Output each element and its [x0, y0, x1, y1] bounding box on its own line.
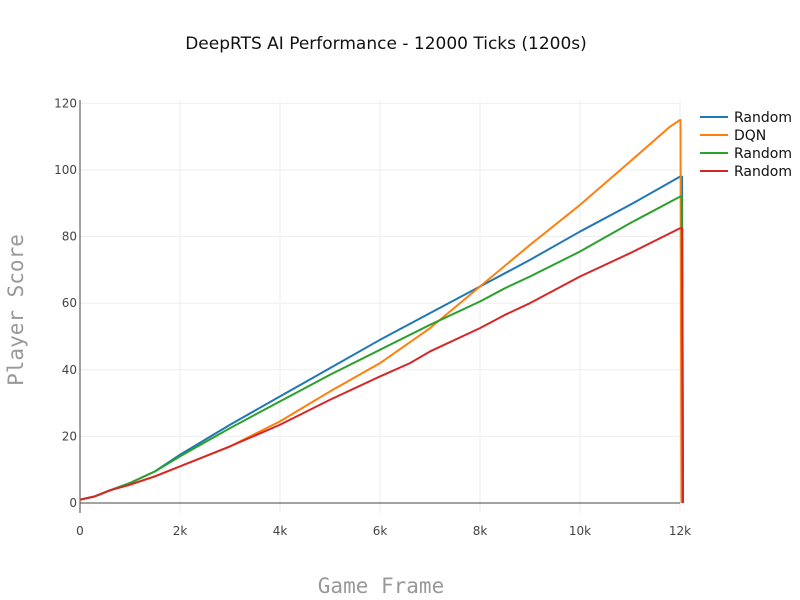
- axes-layer: [79, 100, 680, 513]
- grid-layer: [80, 100, 681, 513]
- y-tick-label: 100: [54, 163, 77, 177]
- x-axis-title: Game Frame: [318, 574, 444, 598]
- x-tick-label: 12k: [669, 524, 691, 538]
- legend-label: Random: [734, 164, 792, 180]
- y-tick-label: 120: [54, 96, 77, 110]
- y-axis-title: Player Score: [4, 234, 28, 386]
- y-axis-ticks: 0 20 40 60 80 100 120: [54, 96, 77, 510]
- x-tick-label: 0: [76, 524, 84, 538]
- x-tick-label: 10k: [569, 524, 591, 538]
- chart-title: DeepRTS AI Performance - 12000 Ticks (12…: [185, 34, 587, 54]
- x-tick-label: 8k: [473, 524, 488, 538]
- y-tick-label: 60: [62, 296, 77, 310]
- y-tick-label: 80: [62, 230, 77, 244]
- legend-item-4[interactable]: Random: [700, 164, 792, 180]
- series-line-4: [79, 227, 684, 504]
- x-tick-label: 6k: [373, 524, 388, 538]
- legend-item-1[interactable]: Random: [700, 110, 792, 126]
- y-tick-label: 0: [69, 496, 77, 510]
- legend[interactable]: Random DQN Random Random: [700, 110, 792, 180]
- x-tick-label: 4k: [273, 524, 288, 538]
- series-line-3: [79, 195, 684, 504]
- series-line-1: [79, 175, 684, 504]
- series-layer: [79, 118, 684, 504]
- y-tick-label: 20: [62, 429, 77, 443]
- y-tick-label: 40: [62, 363, 77, 377]
- legend-item-2[interactable]: DQN: [700, 128, 766, 144]
- legend-item-3[interactable]: Random: [700, 146, 792, 162]
- legend-label: DQN: [734, 128, 766, 144]
- series-line-2: [79, 118, 683, 504]
- x-tick-label: 2k: [173, 524, 188, 538]
- legend-label: Random: [734, 146, 792, 162]
- x-axis-ticks: 0 2k 4k 6k 8k 10k 12k: [76, 524, 691, 538]
- legend-label: Random: [734, 110, 792, 126]
